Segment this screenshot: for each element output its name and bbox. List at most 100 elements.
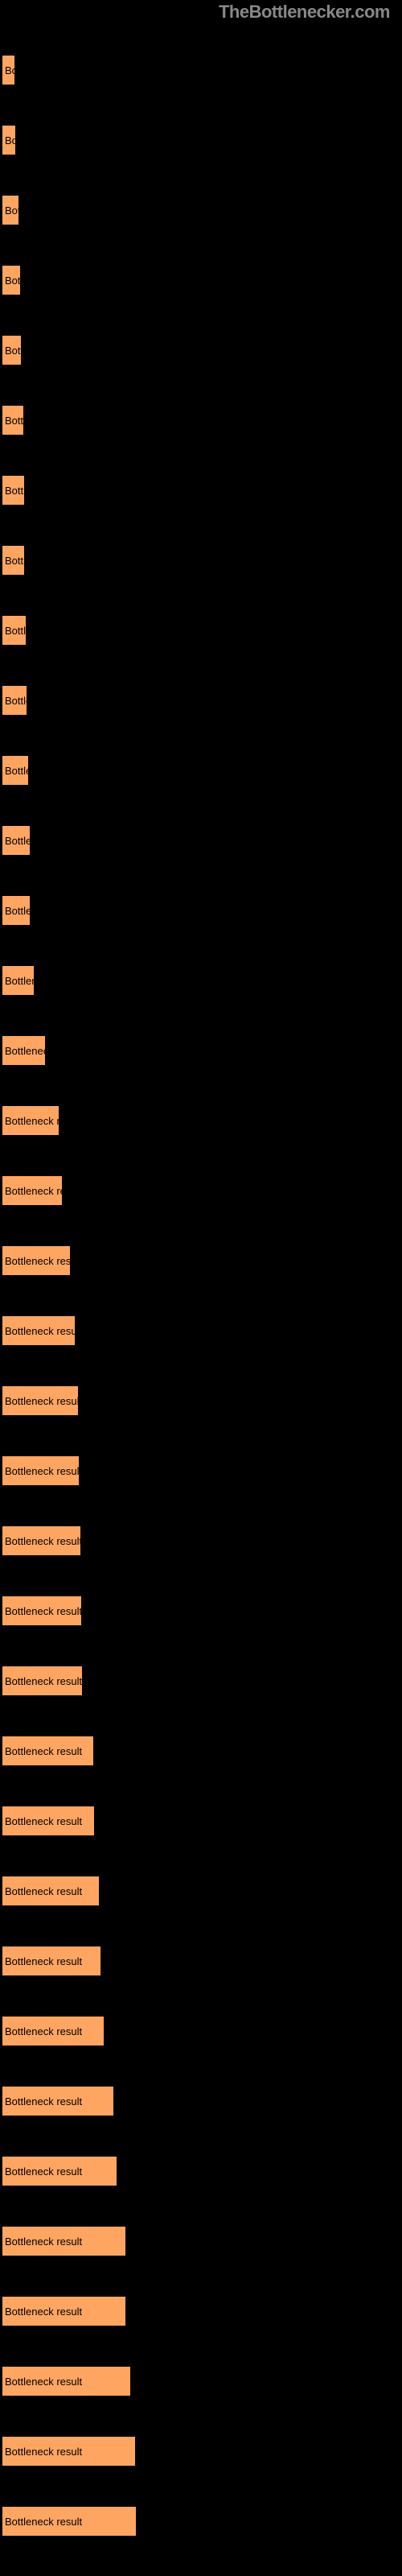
bar: Bottleneck result	[2, 895, 31, 926]
bar: Bottleneck result	[2, 405, 24, 436]
bar-row: Bottleneck result	[2, 1923, 402, 1993]
bar-label: Bottleneck result	[5, 1115, 59, 1127]
bar-row: Bottleneck result	[2, 2133, 402, 2203]
bar: Bottleneck result	[2, 1455, 80, 1486]
bar-label: Bottleneck result	[5, 2306, 82, 2318]
bar-row: Bottleneck result	[2, 592, 402, 663]
bar: Bottleneck result	[2, 55, 15, 85]
bar-label: Bottleneck result	[5, 64, 15, 76]
bar: Bottleneck result	[2, 265, 21, 295]
bar-row: Bottleneck result	[2, 242, 402, 312]
bar-row: Bottleneck result	[2, 452, 402, 522]
bar-row: Bottleneck result	[2, 2413, 402, 2483]
bar-label: Bottleneck result	[5, 1465, 80, 1477]
bar-label: Bottleneck result	[5, 415, 24, 427]
bar-label: Bottleneck result	[5, 1535, 81, 1547]
bar-label: Bottleneck result	[5, 485, 25, 497]
bar-label: Bottleneck result	[5, 2516, 82, 2528]
bar-row: Bottleneck result	[2, 1853, 402, 1923]
bar: Bottleneck result	[2, 1175, 63, 1206]
bar: Bottleneck result	[2, 685, 27, 716]
bar-row: Bottleneck result	[2, 32, 402, 102]
bar-row: Bottleneck result	[2, 943, 402, 1013]
bar-row: Bottleneck result	[2, 382, 402, 452]
bar-row: Bottleneck result	[2, 1783, 402, 1853]
bar-label: Bottleneck result	[5, 1815, 82, 1827]
bar-label: Bottleneck result	[5, 695, 27, 707]
bar-label: Bottleneck result	[5, 1885, 82, 1897]
bar: Bottleneck result	[2, 1876, 100, 1906]
bar-label: Bottleneck result	[5, 345, 22, 357]
bar: Bottleneck result	[2, 475, 25, 506]
bar: Bottleneck result	[2, 2226, 126, 2256]
bar: Bottleneck result	[2, 335, 22, 365]
bar: Bottleneck result	[2, 545, 25, 576]
bar-row: Bottleneck result	[2, 1013, 402, 1083]
bar-label: Bottleneck result	[5, 275, 21, 287]
watermark-text: TheBottlenecker.com	[219, 2, 390, 23]
bar-row: Bottleneck result	[2, 2483, 402, 2553]
bar: Bottleneck result	[2, 125, 16, 155]
bar-label: Bottleneck result	[5, 1325, 76, 1337]
bar-row: Bottleneck result	[2, 803, 402, 873]
bar-label: Bottleneck result	[5, 905, 31, 917]
bar-row: Bottleneck result	[2, 2273, 402, 2343]
bar-label: Bottleneck result	[5, 2025, 82, 2037]
bar-row: Bottleneck result	[2, 1223, 402, 1293]
bar-row: Bottleneck result	[2, 1433, 402, 1503]
bar: Bottleneck result	[2, 2366, 131, 2396]
bar-row: Bottleneck result	[2, 1293, 402, 1363]
bar: Bottleneck result	[2, 1245, 71, 1276]
bar-row: Bottleneck result	[2, 522, 402, 592]
bar: Bottleneck result	[2, 2016, 105, 2046]
bar-label: Bottleneck result	[5, 2095, 82, 2107]
bar: Bottleneck result	[2, 1946, 101, 1976]
bar-row: Bottleneck result	[2, 1153, 402, 1223]
bar-row: Bottleneck result	[2, 172, 402, 242]
bar: Bottleneck result	[2, 1666, 83, 1696]
bar-row: Bottleneck result	[2, 663, 402, 733]
bar: Bottleneck result	[2, 965, 35, 996]
bar-row: Bottleneck result	[2, 1083, 402, 1153]
bar-label: Bottleneck result	[5, 134, 16, 147]
bar-label: Bottleneck result	[5, 1605, 82, 1617]
bar-label: Bottleneck result	[5, 555, 25, 567]
bar-label: Bottleneck result	[5, 625, 27, 637]
bar-label: Bottleneck result	[5, 1185, 63, 1197]
bar-label: Bottleneck result	[5, 1745, 82, 1757]
bar-row: Bottleneck result	[2, 2203, 402, 2273]
bar-row: Bottleneck result	[2, 312, 402, 382]
bar-label: Bottleneck result	[5, 1955, 82, 1967]
bar: Bottleneck result	[2, 2156, 117, 2186]
bar-row: Bottleneck result	[2, 1573, 402, 1643]
bar-row: Bottleneck result	[2, 2343, 402, 2413]
bar-row: Bottleneck result	[2, 102, 402, 172]
bar-row: Bottleneck result	[2, 1643, 402, 1713]
bar-label: Bottleneck result	[5, 2376, 82, 2388]
bar-label: Bottleneck result	[5, 835, 31, 847]
bar: Bottleneck result	[2, 1525, 81, 1556]
bar: Bottleneck result	[2, 2506, 137, 2537]
bar: Bottleneck result	[2, 825, 31, 856]
bar-label: Bottleneck result	[5, 1395, 79, 1407]
bar-label: Bottleneck result	[5, 2165, 82, 2178]
bar-label: Bottleneck result	[5, 1255, 71, 1267]
bar-label: Bottleneck result	[5, 2235, 82, 2248]
bar: Bottleneck result	[2, 615, 27, 646]
bar: Bottleneck result	[2, 1105, 59, 1136]
bar-label: Bottleneck result	[5, 1045, 46, 1057]
bar-label: Bottleneck result	[5, 204, 19, 217]
bar-label: Bottleneck result	[5, 1675, 82, 1687]
bar: Bottleneck result	[2, 1596, 82, 1626]
bar: Bottleneck result	[2, 2086, 114, 2116]
bar: Bottleneck result	[2, 1736, 94, 1766]
bar-row: Bottleneck result	[2, 1363, 402, 1433]
bar-row: Bottleneck result	[2, 873, 402, 943]
bar: Bottleneck result	[2, 755, 29, 786]
bar: Bottleneck result	[2, 195, 19, 225]
bar-chart: Bottleneck result Bottleneck result Bottle…	[0, 0, 402, 2553]
bar: Bottleneck result	[2, 2296, 126, 2326]
bar-row: Bottleneck result	[2, 2063, 402, 2133]
bar: Bottleneck result	[2, 1806, 95, 1836]
bar-label: Bottleneck result	[5, 765, 29, 777]
